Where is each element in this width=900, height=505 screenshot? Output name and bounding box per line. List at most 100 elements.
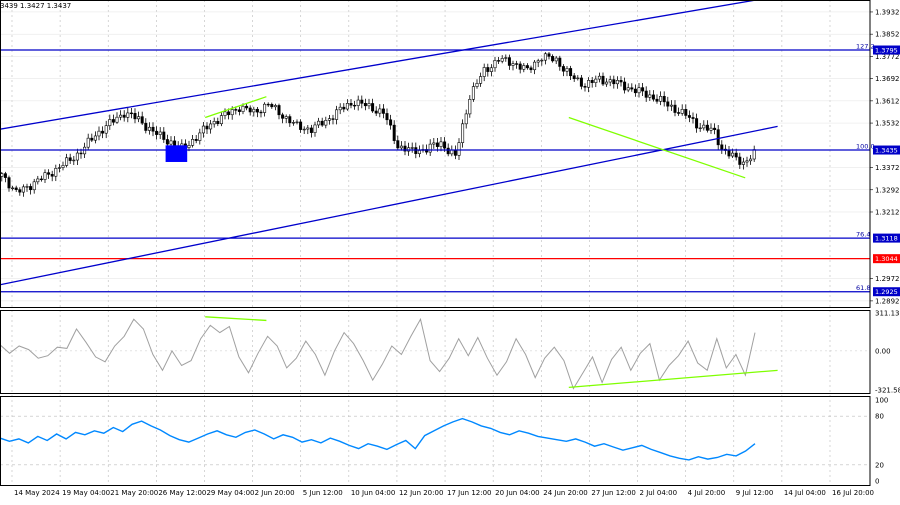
candle-body xyxy=(342,106,346,110)
candle-body xyxy=(252,108,256,113)
candle-body xyxy=(173,140,177,147)
candle-body xyxy=(734,152,738,158)
candle-body xyxy=(392,124,396,141)
candle-body xyxy=(108,119,112,126)
candle-body xyxy=(590,80,594,83)
candle-body xyxy=(288,116,292,124)
candle-body xyxy=(396,140,400,149)
candle-body xyxy=(25,186,29,188)
x-tick-label: 21 May 20:00 xyxy=(110,489,158,497)
candle-body xyxy=(313,124,317,133)
candle-body xyxy=(525,65,529,69)
candle-body xyxy=(119,114,123,118)
candle-body xyxy=(579,77,583,87)
candle-body xyxy=(461,123,465,143)
candle-body xyxy=(587,80,591,88)
candle-body xyxy=(435,142,439,147)
candle-body xyxy=(263,103,267,113)
x-tick-label: 2 Jun 20:00 xyxy=(255,489,295,497)
price-tag xyxy=(873,254,900,264)
candle-body xyxy=(331,118,335,120)
candle-body xyxy=(299,121,303,130)
candle-body xyxy=(378,108,382,114)
price-tag-label: 1.3044 xyxy=(875,255,898,263)
level-labels: 127.2 1.3795 100.0 1.3435 76.4 1.3118 1.3044 61… xyxy=(856,43,900,297)
candle-body xyxy=(662,96,666,103)
candle-body xyxy=(295,121,299,124)
candle-body xyxy=(115,116,119,123)
candle-body xyxy=(198,132,202,141)
candle-body xyxy=(137,116,141,120)
candle-body xyxy=(147,126,151,131)
candle-body xyxy=(47,172,51,175)
candle-body xyxy=(219,115,223,125)
candle-body xyxy=(65,157,69,166)
y-tick-label: 1.3692 xyxy=(875,75,900,83)
candle-body xyxy=(479,76,483,84)
candle-body xyxy=(191,138,195,146)
candle-body xyxy=(691,117,695,119)
candle-body xyxy=(245,105,249,109)
rsi-pane xyxy=(0,415,870,466)
candle-body xyxy=(518,63,522,70)
x-tick-label: 29 May 04:00 xyxy=(206,489,254,497)
candle-body xyxy=(605,81,609,85)
candle-body xyxy=(234,109,238,111)
candle-body xyxy=(187,145,191,148)
candle-body xyxy=(457,142,461,156)
candle-body xyxy=(248,107,252,113)
price-tag-label: 1.3435 xyxy=(875,147,898,155)
candle-body xyxy=(529,67,533,71)
candle-body xyxy=(216,121,220,125)
candle-body xyxy=(489,67,493,72)
candle-body xyxy=(29,186,33,191)
candle-body xyxy=(446,147,450,155)
candle-body xyxy=(705,124,709,131)
candle-body xyxy=(93,135,97,141)
candle-body xyxy=(410,147,414,149)
candle-body xyxy=(684,109,688,116)
candle-body xyxy=(194,138,198,141)
candle-body xyxy=(540,59,544,62)
y-tick-label: 1.3772 xyxy=(875,53,900,61)
osc-divergence-low-line xyxy=(568,369,778,389)
y-tick-label: 1.2892 xyxy=(875,297,900,305)
rsi-tick-label: 20 xyxy=(875,461,884,469)
candle-body xyxy=(3,173,7,178)
candle-body xyxy=(205,125,209,130)
candle-body xyxy=(687,115,691,118)
candle-body xyxy=(255,108,259,113)
candle-body xyxy=(594,78,598,83)
candle-body xyxy=(626,87,630,91)
candle-body xyxy=(669,104,673,107)
candle-body xyxy=(403,145,407,152)
candle-body xyxy=(439,141,443,147)
axis-labels: 14 May 2024 19 May 04:00 21 May 20:00 26 Ma… xyxy=(14,8,900,497)
candle-body xyxy=(169,140,173,145)
candle-body xyxy=(511,63,515,66)
candle-body xyxy=(597,75,601,80)
candle-body xyxy=(266,103,270,106)
candle-body xyxy=(39,178,43,181)
price-tag xyxy=(873,233,900,243)
candle-body xyxy=(349,103,353,106)
candle-body xyxy=(335,109,339,120)
candle-body xyxy=(468,99,472,115)
candle-body xyxy=(482,67,486,77)
y-tick-label: 1.3852 xyxy=(875,31,900,39)
candle-body xyxy=(417,150,421,154)
price-tag-label: 1.3118 xyxy=(875,235,898,243)
candle-body xyxy=(716,129,720,146)
x-tick-label: 5 Jun 12:00 xyxy=(303,489,343,497)
candle-body xyxy=(659,96,663,102)
fib-label: 100.0 xyxy=(856,143,875,151)
candle-body xyxy=(320,120,324,126)
candle-body xyxy=(619,80,623,83)
candle-body xyxy=(345,103,349,110)
price-pane xyxy=(0,0,870,293)
candle-body xyxy=(561,66,565,72)
y-tick-label: 1.3372 xyxy=(875,164,900,172)
candle-body xyxy=(97,130,101,137)
candle-body xyxy=(201,125,205,134)
